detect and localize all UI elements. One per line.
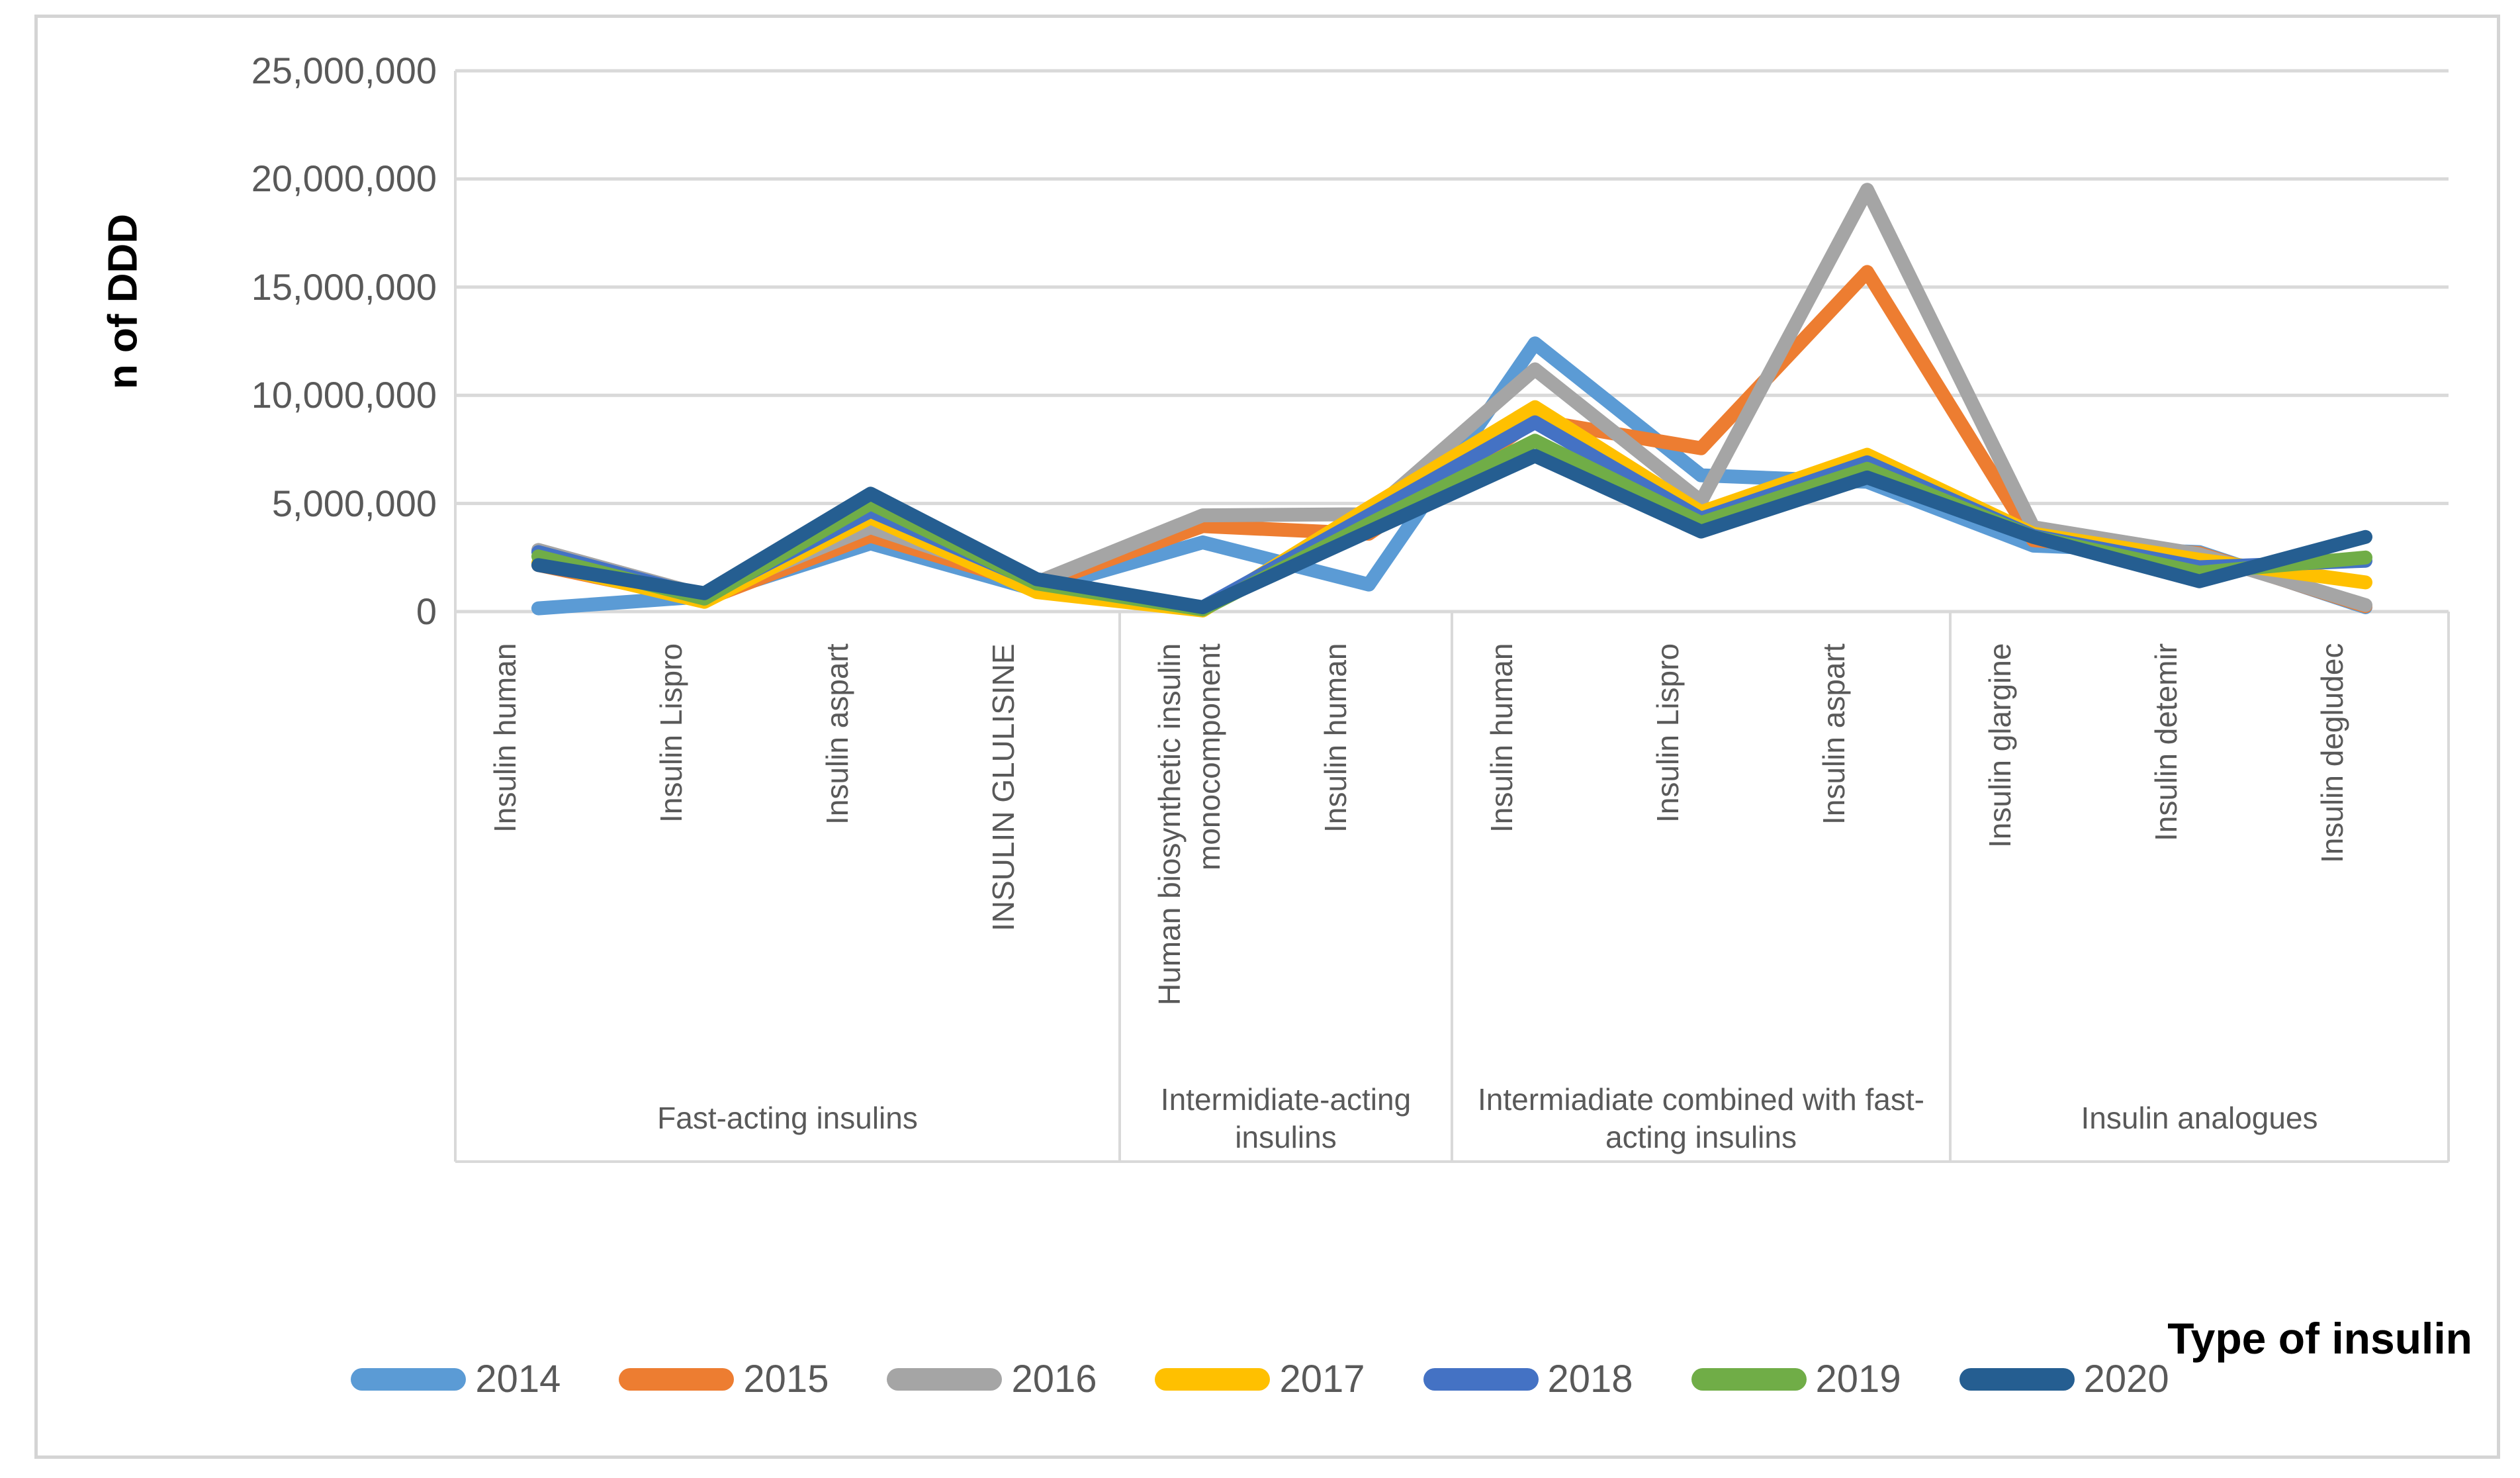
category-label: Insulin human: [1318, 643, 1353, 833]
category-label: Insulin aspart: [1816, 643, 1851, 825]
x-axis-title: Type of insulin: [2167, 1314, 2472, 1363]
y-tick-label: 25,000,000: [251, 50, 437, 91]
legend-label: 2017: [1279, 1358, 1365, 1401]
category-label: Insulin degludec: [2314, 643, 2349, 864]
legend-swatch-icon: [1691, 1367, 1807, 1391]
legend-swatch-icon: [619, 1367, 735, 1391]
group-label: Intermiadiate combined with fast-acting …: [1478, 1082, 1924, 1155]
y-tick-label: 15,000,000: [251, 265, 437, 308]
y-tick-label: 5,000,000: [271, 482, 437, 524]
group-label: Fast-acting insulins: [657, 1101, 918, 1136]
y-tick-label: 0: [416, 590, 437, 632]
category-label: Insulin detemir: [2148, 643, 2183, 842]
category-label: INSULIN GLULISINE: [985, 643, 1020, 931]
legend-swatch-icon: [1959, 1367, 2075, 1391]
series-line-2020: [531, 449, 2372, 614]
category-label: Insulin human: [1484, 643, 1519, 833]
legend-swatch-icon: [1423, 1367, 1539, 1391]
legend-item-2020: 2020: [1959, 1357, 2169, 1401]
group-label: Insulin analogues: [2081, 1101, 2318, 1136]
legend-item-2017: 2017: [1155, 1357, 1365, 1401]
legend-swatch-icon: [1155, 1367, 1271, 1391]
y-axis-title: n of DDD: [100, 213, 146, 390]
category-label: Insulin aspart: [819, 643, 854, 825]
legend-label: 2015: [743, 1358, 829, 1401]
legend-label: 2020: [2083, 1358, 2169, 1401]
group-label: Intermidiate-acting insulins: [1160, 1082, 1412, 1155]
category-label: Insulin Lispro: [653, 643, 688, 823]
legend-swatch-icon: [887, 1367, 1003, 1391]
y-tick-label: 10,000,000: [251, 374, 437, 416]
legend-item-2018: 2018: [1423, 1357, 1633, 1401]
category-label: Insulin glargine: [1982, 643, 2017, 849]
legend: 2014 2015 2016 2017 2018 2019 2020: [0, 1357, 2520, 1401]
figure-border: [34, 15, 2500, 1459]
legend-item-2016: 2016: [887, 1357, 1097, 1401]
legend-label: 2018: [1547, 1358, 1633, 1401]
legend-label: 2014: [475, 1358, 561, 1401]
category-label: Insulin Lispro: [1650, 643, 1685, 823]
legend-label: 2019: [1815, 1358, 1901, 1401]
y-tick-label: 20,000,000: [251, 158, 437, 200]
legend-item-2015: 2015: [619, 1357, 829, 1401]
legend-item-2014: 2014: [351, 1357, 561, 1401]
legend-item-2019: 2019: [1691, 1357, 1901, 1401]
category-label: Human biosynthetic insulin monocomponent: [1151, 643, 1226, 1006]
category-label: Insulin human: [487, 643, 522, 833]
legend-swatch-icon: [351, 1367, 467, 1391]
legend-label: 2016: [1011, 1358, 1097, 1401]
